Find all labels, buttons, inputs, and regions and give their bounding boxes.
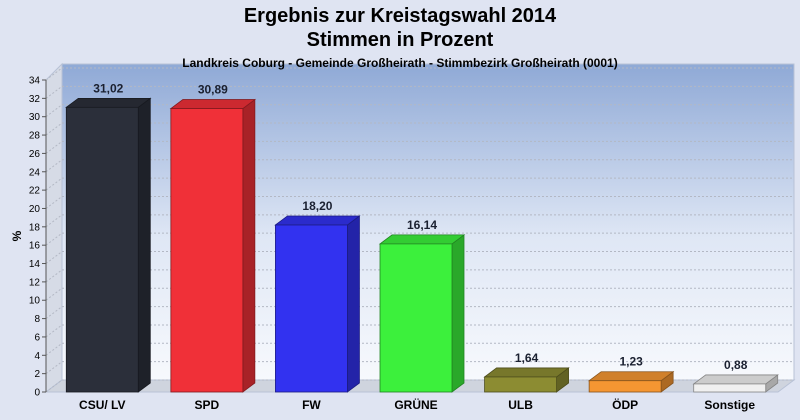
x-tick-label: ULB <box>508 398 533 412</box>
x-tick-label: ÖDP <box>612 397 638 412</box>
bar-top-face <box>483 367 570 378</box>
bar-spd <box>169 98 257 393</box>
gridline-side <box>45 159 63 173</box>
bar-side-face <box>137 97 151 393</box>
gridline-side <box>45 379 63 393</box>
chart-location: Landkreis Coburg - Gemeinde Großheirath … <box>182 56 618 70</box>
bar-side-face <box>242 98 256 393</box>
bar-grüne <box>378 234 466 393</box>
gridline-side <box>45 324 63 338</box>
bar-fw <box>274 215 361 393</box>
gridline-side <box>45 104 63 118</box>
chart-subtitle: Stimmen in Prozent <box>306 29 494 51</box>
y-tick-label: 12 <box>29 277 41 288</box>
y-tick-label: 4 <box>34 351 40 362</box>
bar-sonstige <box>692 374 779 393</box>
bar-value-label: 31,02 <box>93 81 123 95</box>
bar-top-face <box>169 99 257 109</box>
bar-ödp <box>587 370 675 393</box>
y-tick-label: 28 <box>29 131 41 142</box>
gridline-side <box>45 67 63 81</box>
bar-value-label: 1,23 <box>619 355 643 369</box>
plot-side-wall <box>45 62 63 393</box>
bar-front-face <box>65 106 139 393</box>
gridline-side <box>45 141 63 154</box>
bar-front-face <box>379 243 453 393</box>
gridline-side <box>45 196 63 209</box>
gridline-side <box>45 85 63 99</box>
bar-ulb <box>483 367 570 393</box>
bar-top-face <box>692 374 779 385</box>
y-tick-label: 24 <box>29 167 41 178</box>
bar-side-face <box>451 234 465 393</box>
y-tick-label: 32 <box>29 94 41 105</box>
x-tick-label: Sonstige <box>704 398 755 412</box>
y-tick-label: 20 <box>29 204 41 215</box>
bar-front-face <box>588 380 662 393</box>
y-tick-label: 34 <box>29 76 41 87</box>
y-tick-label: 8 <box>34 314 40 325</box>
bar-value-label: 1,64 <box>515 351 539 365</box>
gridline-side <box>45 361 63 375</box>
gridline-side <box>45 269 63 283</box>
y-tick-label: 0 <box>34 388 40 399</box>
chart-header: Ergebnis zur Kreistagswahl 2014 Stimmen … <box>0 4 800 70</box>
bar-top-face <box>274 215 361 226</box>
x-tick-label: GRÜNE <box>394 397 437 412</box>
gridline-side <box>45 342 63 356</box>
bar-value-label: 0,88 <box>724 358 748 372</box>
x-tick-label: SPD <box>195 398 220 412</box>
bar-top-face <box>65 97 152 108</box>
bar-front-face <box>170 108 244 393</box>
bar-csu-lv <box>65 97 152 393</box>
bar-top-face <box>378 234 466 245</box>
bar-top-face <box>587 371 675 382</box>
y-tick-label: 2 <box>34 369 40 380</box>
y-tick-label: 18 <box>29 222 41 233</box>
bar-value-label: 16,14 <box>407 218 437 232</box>
y-axis-label: % <box>10 230 24 241</box>
chart-title: Ergebnis zur Kreistagswahl 2014 <box>243 5 557 27</box>
y-tick-label: 30 <box>29 112 41 123</box>
bar-front-face <box>693 383 767 393</box>
y-tick-label: 14 <box>29 259 41 270</box>
bar-side-face <box>347 215 360 393</box>
gridline-side <box>45 177 63 191</box>
y-tick-label: 22 <box>29 186 41 197</box>
y-tick-label: 16 <box>29 241 41 252</box>
y-tick-label: 6 <box>34 332 40 343</box>
bar-value-label: 18,20 <box>302 199 332 213</box>
y-tick-label: 10 <box>29 296 41 307</box>
bar-value-label: 30,89 <box>198 83 228 97</box>
gridline-side <box>45 306 63 319</box>
x-tick-label: CSU/ LV <box>79 398 125 412</box>
y-tick-label: 26 <box>29 149 41 160</box>
gridline-side <box>45 232 63 246</box>
x-tick-label: FW <box>302 398 321 412</box>
bar-front-face <box>484 376 557 393</box>
gridline-side <box>45 122 63 136</box>
gridline-side <box>45 287 63 301</box>
gridline-side <box>45 251 63 264</box>
bar-front-face <box>275 224 348 393</box>
gridline-side <box>45 214 63 228</box>
